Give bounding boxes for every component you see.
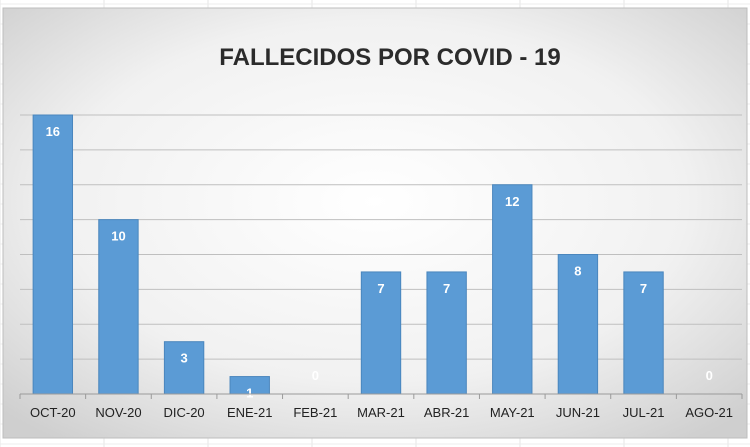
bar[interactable] <box>426 271 467 395</box>
bar[interactable] <box>32 114 74 395</box>
data-label: 7 <box>377 281 384 296</box>
bar[interactable] <box>163 341 205 395</box>
x-axis-tick-labels: OCT-20 NOV-20 DIC-20 ENE-21 FEB-21 MAR-21 ABR-… <box>30 405 733 420</box>
data-label: 12 <box>505 194 519 209</box>
data-label: 16 <box>46 124 60 139</box>
data-label: 7 <box>443 281 450 296</box>
data-label: 0 <box>706 368 713 383</box>
tick-label: ABR-21 <box>424 405 470 420</box>
tick-label: FEB-21 <box>293 405 337 420</box>
bar[interactable] <box>98 219 139 395</box>
bar[interactable] <box>623 271 664 395</box>
tick-label: DIC-20 <box>163 405 204 420</box>
data-label: 7 <box>640 281 647 296</box>
bar[interactable] <box>492 184 533 395</box>
chart-title: FALLECIDOS POR COVID - 19 <box>219 44 560 71</box>
bar[interactable] <box>360 271 402 395</box>
data-label: 3 <box>180 351 187 366</box>
data-label: 8 <box>574 264 581 279</box>
x-axis-ticks <box>19 394 743 399</box>
tick-label: MAY-21 <box>490 405 535 420</box>
tick-label: OCT-20 <box>30 405 76 420</box>
data-label: 10 <box>111 229 125 244</box>
data-label: 0 <box>312 368 319 383</box>
data-label: 1 <box>246 386 253 401</box>
tick-label: JUN-21 <box>556 405 600 420</box>
tick-label: JUL-21 <box>623 405 665 420</box>
tick-label: NOV-20 <box>95 405 141 420</box>
tick-label: ENE-21 <box>227 405 273 420</box>
bar[interactable] <box>557 254 599 395</box>
bars <box>32 114 664 395</box>
tick-label: AGO-21 <box>685 405 733 420</box>
tick-label: MAR-21 <box>357 405 405 420</box>
